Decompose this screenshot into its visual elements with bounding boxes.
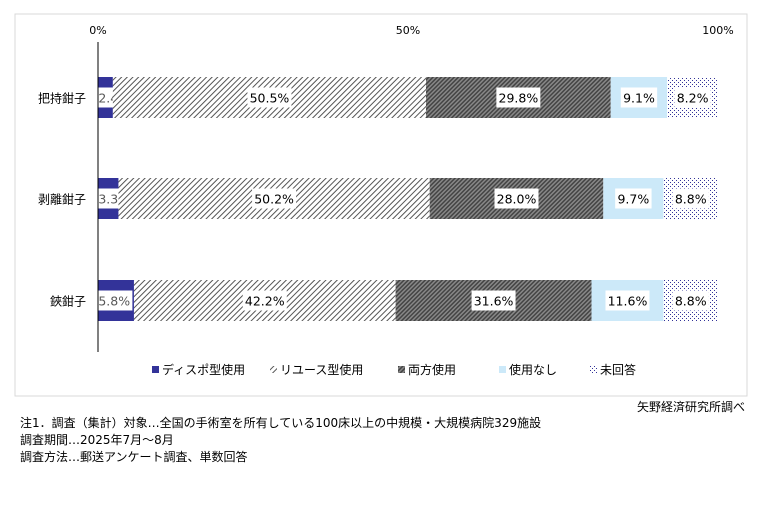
data-label: 29.8% [499, 91, 539, 106]
data-label-bg [672, 188, 709, 209]
note-target: 注1．調査（集計）対象…全国の手術室を所有している100床以上の中規模・大規模病… [20, 416, 542, 430]
data-label-bg [496, 87, 541, 108]
category-label: 把持鉗子 [38, 91, 86, 106]
data-label: 11.6% [608, 294, 648, 309]
data-label: 8.8% [675, 192, 707, 207]
x-tick-label: 50% [396, 24, 420, 37]
legend-label: 両方使用 [408, 362, 456, 377]
data-label: 50.5% [250, 91, 290, 106]
data-label-bg [471, 290, 516, 311]
data-label-bg [242, 290, 287, 311]
legend-label: ディスポ型使用 [162, 362, 245, 377]
data-label-bg [252, 188, 297, 209]
data-label-bg [620, 87, 658, 108]
category-label: 剥離鉗子 [38, 192, 86, 207]
data-label: 9.1% [623, 91, 655, 106]
legend-swatch [590, 366, 597, 373]
data-label: 50.2% [254, 192, 294, 207]
legend-swatch [152, 366, 159, 373]
legend-label: 未回答 [600, 362, 636, 377]
x-tick-label: 0% [89, 24, 106, 37]
data-label: 8.8% [675, 294, 707, 309]
source-credit: 矢野経済研究所調べ [636, 400, 745, 414]
data-label: 31.6% [474, 294, 514, 309]
legend-label: 使用なし [509, 362, 557, 377]
data-label: 9.7% [617, 192, 649, 207]
note-method: 調査方法…郵送アンケート調査、単数回答 [20, 450, 248, 464]
legend-swatch [398, 366, 405, 373]
note-period: 調査期間…2025年7月～8月 [20, 433, 174, 447]
data-label-bg [96, 290, 133, 311]
category-label: 鋏鉗子 [50, 294, 86, 309]
data-label-bg [494, 188, 539, 209]
data-label-bg [615, 188, 652, 209]
data-label: 42.2% [245, 294, 285, 309]
data-label-bg [672, 290, 709, 311]
data-label-bg [605, 290, 650, 311]
data-label-bg [674, 87, 711, 108]
legend-label: リユース型使用 [280, 362, 363, 377]
x-tick-label: 100% [702, 24, 733, 37]
legend-swatch [270, 366, 277, 373]
data-label: 5.8% [98, 294, 130, 309]
legend-swatch [499, 366, 506, 373]
data-label: 28.0% [497, 192, 537, 207]
data-label-bg [247, 87, 292, 108]
data-label: 8.2% [677, 91, 709, 106]
